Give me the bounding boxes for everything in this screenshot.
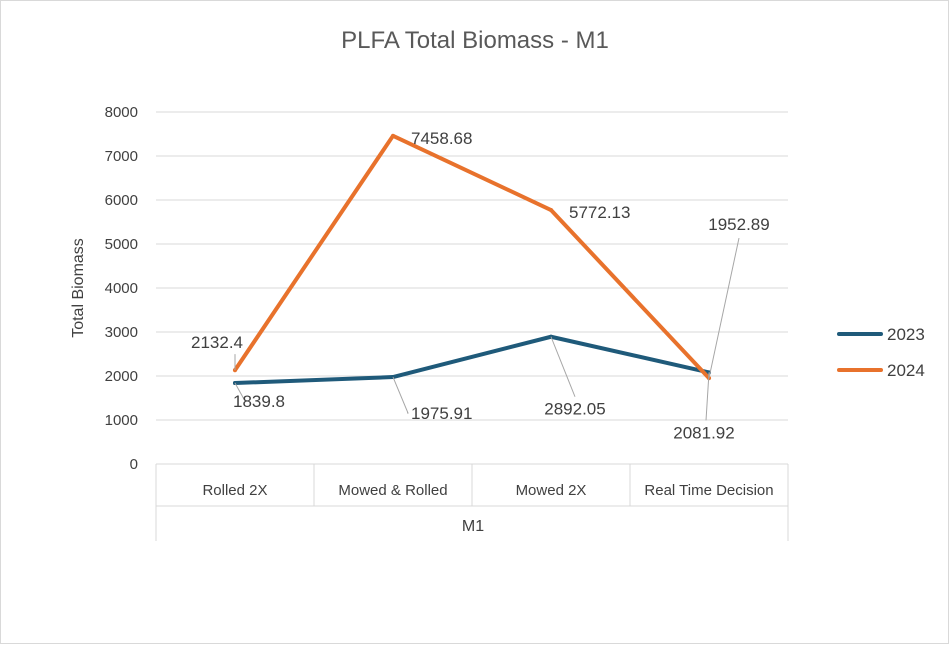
data-label: 2892.05 xyxy=(544,400,605,419)
data-label: 7458.68 xyxy=(411,129,472,148)
series-line-2023 xyxy=(233,334,711,386)
leader-line xyxy=(550,336,576,397)
data-point xyxy=(549,208,553,213)
data-label: 1839.8 xyxy=(233,392,285,411)
data-point xyxy=(391,133,395,138)
series-line-2024 xyxy=(233,133,711,381)
x-tick-label: Mowed & Rolled xyxy=(338,482,447,499)
x-tick-label: Real Time Decision xyxy=(644,482,773,499)
y-tick-label: 7000 xyxy=(105,148,138,165)
y-tick-label: 3000 xyxy=(105,324,138,341)
legend-label: 2024 xyxy=(887,361,925,380)
x-tick-label: Rolled 2X xyxy=(202,482,267,499)
x-axis: Rolled 2X Mowed & Rolled Mowed 2X Real Time… xyxy=(155,463,789,541)
data-label: 1975.91 xyxy=(411,404,472,423)
series-lines xyxy=(233,133,711,386)
y-tick-label: 4000 xyxy=(105,280,138,297)
data-label: 2132.4 xyxy=(191,333,243,352)
leader-line xyxy=(708,237,740,379)
leader-line xyxy=(705,372,710,421)
data-labels: 1839.8 1975.91 2892.05 2081.92 2132.4 7458.68… xyxy=(191,129,770,443)
y-axis-title: Total Biomass xyxy=(70,238,87,338)
y-tick-label: 2000 xyxy=(105,368,138,385)
legend: 2023 2024 xyxy=(837,325,925,380)
x-tick-label: Mowed 2X xyxy=(516,482,587,499)
y-axis-ticks: 0 1000 2000 3000 4000 5000 6000 7000 8000 xyxy=(105,104,138,473)
y-tick-label: 5000 xyxy=(105,236,138,253)
legend-label: 2023 xyxy=(887,325,925,344)
data-label: 1952.89 xyxy=(708,215,769,234)
x-axis-title: M1 xyxy=(462,518,484,535)
data-label: 5772.13 xyxy=(569,203,630,222)
y-tick-label: 1000 xyxy=(105,412,138,429)
gridlines xyxy=(156,111,788,421)
data-label: 2081.92 xyxy=(673,423,734,442)
leader-line xyxy=(234,382,246,402)
y-tick-label: 8000 xyxy=(105,104,138,121)
chart-title: PLFA Total Biomass - M1 xyxy=(341,27,609,54)
leader-line xyxy=(392,376,409,414)
y-tick-label: 0 xyxy=(130,456,138,473)
y-tick-label: 6000 xyxy=(105,192,138,209)
